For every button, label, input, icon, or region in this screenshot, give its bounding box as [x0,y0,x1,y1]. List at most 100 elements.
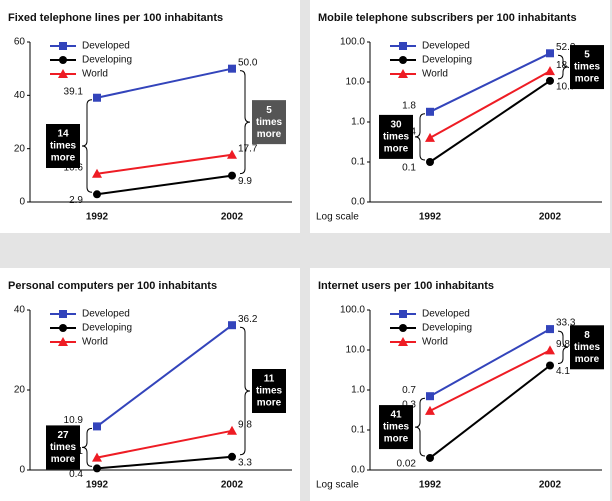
legend-label: World [422,337,448,348]
brace [81,427,93,467]
legend-label: Developed [422,309,470,320]
y-tick-label: 0 [19,197,25,208]
y-tick-label: 1.0 [351,385,365,396]
annotation-text: 14 [57,129,69,140]
x-tick-label: 1992 [86,212,109,223]
panel [310,0,610,233]
series-line [96,174,233,196]
marker [426,453,434,462]
scale-note: Log scale [316,212,359,223]
y-tick-label: 40 [14,90,26,101]
legend-label: Developed [82,41,130,52]
chart-title: Personal computers per 100 inhabitants [8,280,217,292]
y-tick-label: 10.0 [346,77,366,88]
marker [93,464,101,473]
marker [546,325,554,334]
value-label: 10.7 [556,81,576,92]
annotation-box [570,45,604,90]
annotation-text: 11 [264,374,275,385]
series-line [429,328,551,398]
value-label: 0.02 [397,459,417,470]
series-line [429,52,551,113]
annotation-text: times [50,141,77,152]
annotation-text: times [50,442,77,453]
marker [426,158,434,166]
annotation-text: more [384,144,409,155]
annotation-text: 5 [266,105,272,116]
value-label: 0.1 [402,163,416,174]
marker [93,93,101,102]
legend-label: World [422,69,448,80]
annotation-box [379,114,413,159]
annotation-text: 41 [390,410,402,421]
annotation-text: more [51,153,76,164]
marker [546,361,554,370]
brace [414,113,426,161]
annotation-text: times [574,62,601,73]
annotation-text: times [383,132,410,143]
series-line [96,429,233,459]
marker [228,171,236,180]
brace [557,330,569,364]
marker [93,422,101,431]
y-tick-label: 100.0 [340,37,365,48]
chart-title: Fixed telephone lines per 100 inhabitant… [8,12,223,24]
legend-label: Developed [82,309,130,320]
annotation-text: 27 [57,430,69,441]
marker [227,149,237,159]
annotation-box [379,405,413,450]
legend-label: Developing [422,55,472,66]
annotation-box [46,124,80,168]
marker [93,190,101,199]
x-tick-label: 1992 [86,480,109,491]
annotation-box [570,325,604,370]
annotation-box [252,100,286,145]
series-line [429,79,551,163]
scale-note: Log scale [316,480,359,491]
y-tick-label: 0 [19,465,25,476]
marker [59,42,67,50]
legend-label: Developing [82,323,132,334]
y-tick-label: 10.0 [346,345,366,356]
value-label: 9.9 [238,176,252,187]
value-label: 33.3 [556,318,576,329]
marker [59,324,67,332]
marker [92,452,102,462]
value-label: 10.9 [64,415,84,426]
series-line [96,455,233,470]
value-label: 0.7 [402,385,416,396]
y-tick-label: 0.1 [351,157,365,168]
y-tick-label: 100.0 [340,305,365,316]
annotation-text: more [257,398,282,409]
y-tick-label: 0.0 [351,465,365,476]
x-tick-label: 2002 [221,480,244,491]
brace [239,326,251,456]
value-label: 0.4 [69,469,83,480]
y-tick-label: 60 [14,37,26,48]
y-tick-label: 0.1 [351,425,365,436]
chart-title: Mobile telephone subscribers per 100 inh… [318,12,577,24]
marker [59,56,67,64]
panel [0,0,300,233]
annotation-text: times [574,342,601,353]
y-tick-label: 40 [14,305,26,316]
brace [239,70,251,175]
annotation-text: times [383,422,410,433]
marker [545,66,555,76]
marker [399,324,407,332]
legend-label: World [82,337,108,348]
brace [414,397,426,457]
annotation-box [252,369,286,413]
series-line [96,153,233,175]
value-label: 50.0 [238,57,258,68]
chart-title: Internet users per 100 inhabitants [318,280,494,292]
annotation-text: more [575,354,600,365]
marker [426,392,434,401]
